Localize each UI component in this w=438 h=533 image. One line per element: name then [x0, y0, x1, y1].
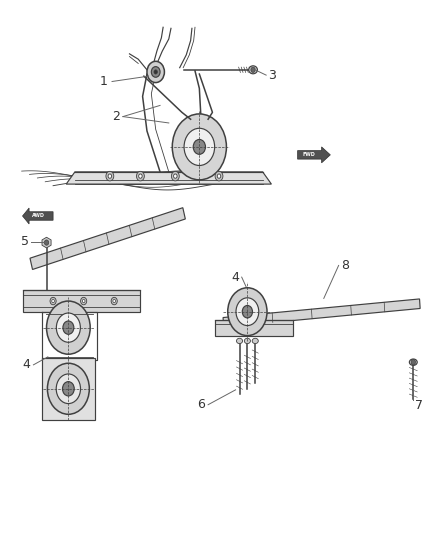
Circle shape — [56, 374, 81, 403]
Circle shape — [217, 174, 221, 178]
Circle shape — [137, 171, 145, 181]
Ellipse shape — [252, 338, 258, 344]
Circle shape — [46, 301, 90, 354]
Text: 4: 4 — [22, 358, 30, 372]
Text: FWD: FWD — [302, 152, 315, 157]
Circle shape — [151, 67, 160, 77]
Circle shape — [82, 300, 85, 303]
Polygon shape — [30, 208, 185, 270]
Circle shape — [242, 305, 252, 318]
Circle shape — [81, 297, 87, 305]
Circle shape — [111, 297, 117, 305]
Circle shape — [50, 297, 56, 305]
Circle shape — [215, 171, 223, 181]
Ellipse shape — [237, 338, 243, 344]
Polygon shape — [42, 358, 95, 419]
Circle shape — [154, 70, 157, 74]
Polygon shape — [42, 237, 51, 248]
Circle shape — [108, 174, 112, 178]
Circle shape — [44, 240, 49, 245]
Circle shape — [184, 128, 215, 165]
Circle shape — [236, 298, 259, 326]
Polygon shape — [66, 172, 272, 184]
Text: 2: 2 — [113, 110, 120, 123]
Ellipse shape — [244, 338, 251, 344]
Text: 3: 3 — [268, 69, 276, 82]
Text: 1: 1 — [99, 75, 107, 88]
Circle shape — [47, 364, 89, 414]
Circle shape — [63, 321, 74, 334]
Polygon shape — [297, 147, 330, 163]
Circle shape — [193, 140, 205, 155]
Text: 6: 6 — [198, 398, 205, 411]
Text: AWD: AWD — [32, 214, 45, 219]
Circle shape — [228, 288, 267, 336]
Circle shape — [171, 171, 179, 181]
Circle shape — [63, 382, 74, 396]
Ellipse shape — [249, 66, 258, 74]
Circle shape — [106, 171, 114, 181]
Polygon shape — [22, 208, 53, 224]
Circle shape — [52, 300, 54, 303]
Circle shape — [251, 67, 255, 72]
Polygon shape — [22, 290, 141, 312]
Circle shape — [113, 300, 116, 303]
Circle shape — [57, 313, 81, 342]
Circle shape — [173, 174, 177, 178]
Circle shape — [147, 61, 164, 83]
Polygon shape — [223, 299, 420, 327]
Circle shape — [411, 360, 416, 365]
Text: 4: 4 — [232, 271, 240, 284]
Text: 5: 5 — [21, 235, 29, 248]
Ellipse shape — [410, 359, 417, 366]
Polygon shape — [215, 320, 293, 336]
Text: 8: 8 — [341, 259, 349, 272]
Circle shape — [139, 174, 142, 178]
Text: 7: 7 — [415, 399, 423, 413]
Circle shape — [172, 114, 226, 180]
